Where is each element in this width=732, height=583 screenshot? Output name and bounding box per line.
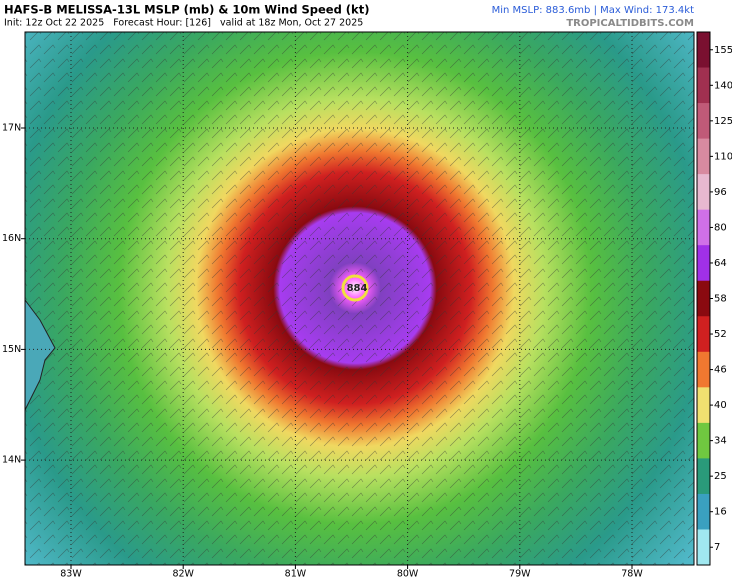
colorbar-segment bbox=[697, 209, 710, 246]
colorbar-segment bbox=[697, 351, 710, 388]
colorbar-label: 16 bbox=[714, 507, 727, 518]
colorbar-segment bbox=[697, 67, 710, 104]
colorbar-segment bbox=[697, 387, 710, 424]
map: 884 bbox=[24, 31, 695, 566]
eye-ring bbox=[341, 274, 369, 302]
lat-label: 14N bbox=[2, 455, 21, 466]
colorbar-segment bbox=[697, 422, 710, 459]
center-pressure-label: 884 bbox=[347, 283, 368, 294]
colorbar-label: 155 bbox=[714, 45, 732, 56]
map-frame bbox=[24, 31, 695, 566]
lat-label: 16N bbox=[2, 233, 21, 244]
colorbar-label: 25 bbox=[714, 471, 727, 482]
lat-label: 15N bbox=[2, 344, 21, 355]
colorbar-label: 140 bbox=[714, 80, 732, 91]
colorbar-label: 110 bbox=[714, 151, 732, 162]
colorbar-label: 64 bbox=[714, 258, 727, 269]
graticule bbox=[25, 32, 694, 565]
colorbar-label: 40 bbox=[714, 400, 727, 411]
lon-label: 80W bbox=[397, 569, 419, 580]
site: TROPICALTIDBITS.COM bbox=[566, 18, 694, 29]
coastline bbox=[24, 298, 56, 411]
lon-label: 82W bbox=[172, 569, 194, 580]
colorbar-label: 80 bbox=[714, 222, 727, 233]
colorbar-label: 7 bbox=[714, 542, 720, 553]
colorbar-label: 46 bbox=[714, 365, 727, 376]
lat-label: 17N bbox=[2, 123, 21, 134]
colorbar-segment bbox=[697, 103, 710, 140]
lon-label: 78W bbox=[621, 569, 643, 580]
colorbar-segment bbox=[697, 316, 710, 353]
stats: Min MSLP: 883.6mb | Max Wind: 173.4kt bbox=[492, 5, 694, 16]
lon-label: 79W bbox=[509, 569, 531, 580]
colorbar-segment bbox=[697, 493, 710, 530]
colorbar: 155 140 125 110 96 80 64 58 52 46 40 34 25 16 7 bbox=[696, 31, 732, 566]
colorbar-label: 52 bbox=[714, 329, 727, 340]
colorbar-segment bbox=[697, 280, 710, 317]
colorbar-segment bbox=[697, 174, 710, 211]
colorbar-segment bbox=[697, 138, 710, 175]
colorbar-label: 125 bbox=[714, 116, 732, 127]
colorbar-label: 96 bbox=[714, 187, 727, 198]
lon-label: 83W bbox=[60, 569, 82, 580]
init-line: Init: 12z Oct 22 2025 Forecast Hour: [12… bbox=[4, 18, 363, 29]
colorbar-label: 34 bbox=[714, 436, 727, 447]
title: HAFS-B MELISSA-13L MSLP (mb) & 10m Wind … bbox=[4, 3, 369, 17]
lon-label: 81W bbox=[285, 569, 307, 580]
colorbar-segment bbox=[697, 245, 710, 282]
colorbar-label: 58 bbox=[714, 294, 727, 305]
colorbar-segment bbox=[697, 458, 710, 495]
colorbar-segment bbox=[697, 529, 710, 566]
colorbar-segment bbox=[697, 32, 710, 69]
